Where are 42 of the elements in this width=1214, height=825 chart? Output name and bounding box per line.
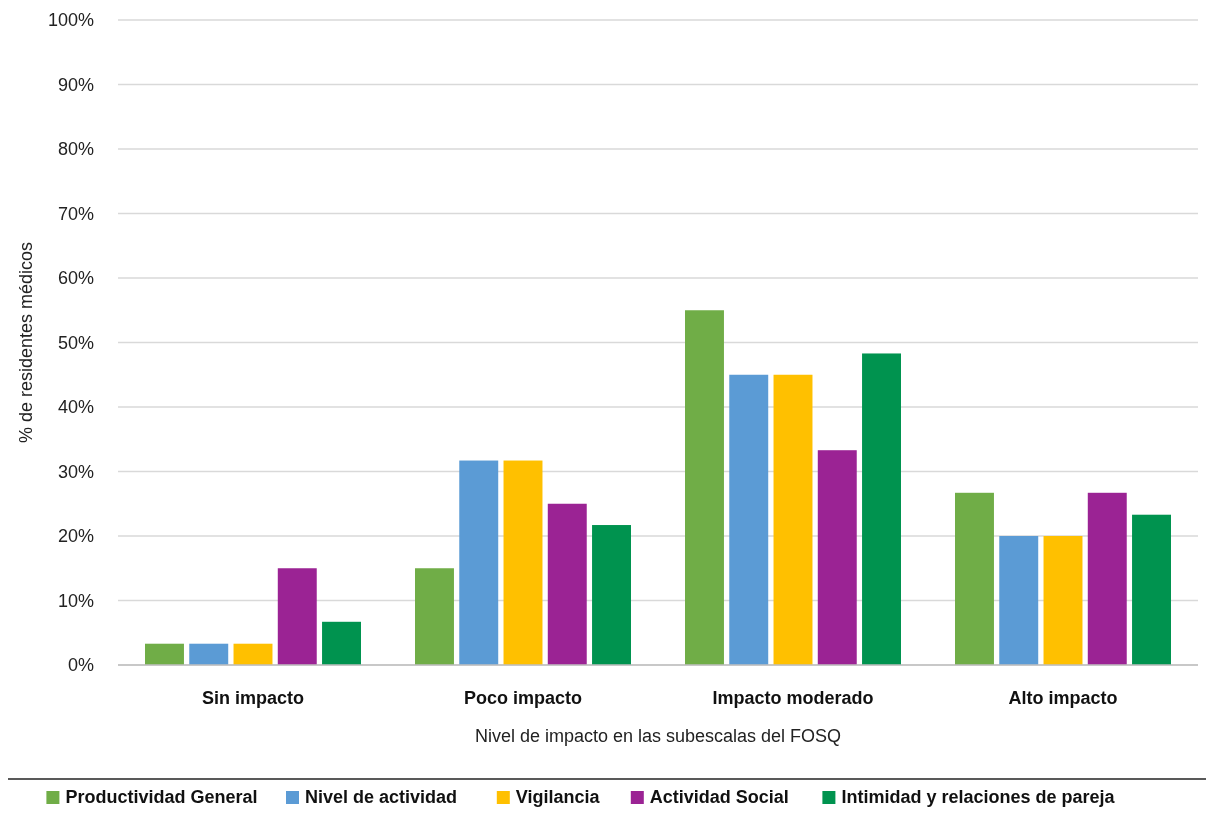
y-tick-label: 60% [57, 268, 94, 289]
bar [999, 536, 1039, 665]
x-tick-label: Alto impacto [1008, 688, 1118, 708]
bar [459, 460, 499, 665]
y-tick-label: 80% [57, 139, 94, 160]
bar [145, 643, 184, 665]
x-tick-label: Impacto moderado [712, 688, 874, 708]
y-axis-title: % de residentes médicos [16, 241, 36, 444]
y-tick-label: 10% [57, 590, 94, 611]
legend-label: Actividad Social [649, 787, 789, 807]
y-tick-label: 70% [57, 203, 94, 224]
bar [955, 492, 994, 665]
bar [415, 568, 454, 665]
legend-label: Productividad General [65, 787, 258, 807]
y-tick-label: 90% [57, 74, 94, 95]
bar [1132, 514, 1171, 665]
y-tick-label: 0% [67, 655, 94, 676]
y-tick-label: 40% [57, 397, 94, 418]
legend-label: Vigilancia [515, 787, 601, 807]
bar [1043, 536, 1083, 665]
y-tick-label: 100% [47, 10, 94, 31]
bar [1087, 492, 1127, 665]
y-tick-label: 50% [57, 332, 94, 353]
legend-label: Intimidad y relaciones de pareja [841, 787, 1116, 807]
x-axis-title: Nivel de impacto en las subescalas del FOSQ [474, 726, 842, 746]
bar [685, 310, 724, 665]
bar [322, 621, 361, 665]
x-tick-label: Poco impacto [463, 688, 583, 708]
bar [817, 450, 857, 665]
bar [592, 525, 631, 665]
legend-label: Nivel de actividad [305, 787, 458, 807]
x-tick-label: Sin impacto [201, 688, 305, 708]
bar [189, 643, 229, 665]
bar [277, 568, 317, 665]
bar [773, 374, 813, 665]
y-tick-label: 20% [57, 526, 94, 547]
bar [729, 374, 769, 665]
bar [862, 353, 901, 665]
bar [547, 503, 587, 665]
bar [233, 643, 273, 665]
y-tick-label: 30% [57, 461, 94, 482]
bar [503, 460, 543, 665]
